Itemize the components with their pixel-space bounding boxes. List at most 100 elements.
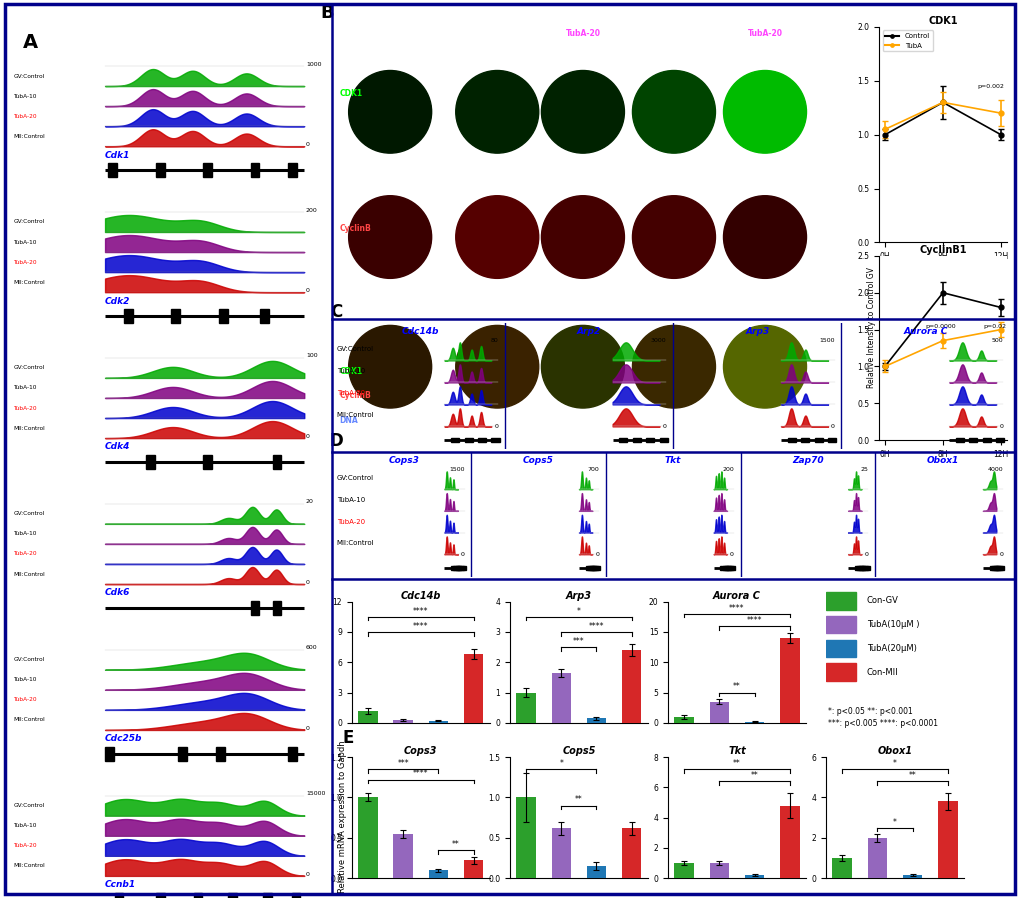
Bar <box>968 438 976 442</box>
Text: GV:Control: GV:Control <box>13 657 45 662</box>
Text: TubA-20: TubA-20 <box>13 406 37 410</box>
Bar <box>450 566 459 569</box>
Text: ****: **** <box>729 603 744 612</box>
Text: Tkt: Tkt <box>664 456 681 465</box>
Text: 0: 0 <box>662 424 665 429</box>
Text: Con-MII: Con-MII <box>657 29 690 38</box>
Text: Cdk2: Cdk2 <box>105 296 130 305</box>
Text: GV:Control: GV:Control <box>13 219 45 224</box>
Bar <box>251 163 259 177</box>
Bar <box>156 893 164 898</box>
Text: *: * <box>558 759 562 768</box>
Bar <box>156 163 164 177</box>
Bar <box>551 673 571 723</box>
Text: ****: **** <box>413 770 428 779</box>
Text: p=0.0000: p=0.0000 <box>924 324 955 329</box>
Bar <box>551 828 571 878</box>
Bar <box>825 593 855 610</box>
Text: TubA-20: TubA-20 <box>13 551 37 557</box>
Bar <box>727 566 735 569</box>
Text: 0: 0 <box>730 551 733 557</box>
Bar <box>780 806 799 878</box>
Text: Cops5: Cops5 <box>523 456 553 465</box>
Text: **: ** <box>733 682 740 691</box>
Text: Cdk4: Cdk4 <box>105 443 130 452</box>
Bar <box>358 797 377 878</box>
Bar <box>825 664 855 681</box>
Ellipse shape <box>632 71 714 154</box>
Bar <box>203 454 212 469</box>
Title: Cops3: Cops3 <box>404 746 437 756</box>
Text: TubA-20: TubA-20 <box>13 260 37 265</box>
Bar <box>455 566 464 569</box>
Text: TubA-10: TubA-10 <box>13 532 37 536</box>
Ellipse shape <box>632 196 714 278</box>
Bar <box>585 566 593 569</box>
Text: Zap70: Zap70 <box>791 456 823 465</box>
Bar <box>464 860 483 878</box>
Text: ***: *** <box>573 637 584 646</box>
Bar <box>622 650 641 723</box>
Bar <box>825 639 855 657</box>
Text: 200: 200 <box>306 207 317 213</box>
Ellipse shape <box>541 71 624 154</box>
Text: TubA-10: TubA-10 <box>13 240 37 244</box>
Text: 0: 0 <box>306 726 310 731</box>
Ellipse shape <box>348 325 431 408</box>
Bar <box>622 828 641 878</box>
Text: **: ** <box>750 771 758 780</box>
Ellipse shape <box>541 196 624 278</box>
Text: p=0.02: p=0.02 <box>982 324 1006 329</box>
Bar <box>393 833 413 878</box>
Text: ****: **** <box>413 607 428 616</box>
Bar <box>674 863 693 878</box>
Bar <box>719 566 728 569</box>
Bar <box>632 438 640 442</box>
Text: E: E <box>342 729 354 747</box>
Bar <box>203 163 212 177</box>
Text: Arp3: Arp3 <box>745 327 768 336</box>
Text: 1500: 1500 <box>818 339 834 343</box>
Bar <box>452 566 461 569</box>
Title: Arp3: Arp3 <box>566 591 591 601</box>
Text: MII:Control: MII:Control <box>13 571 45 577</box>
Text: CDK1: CDK1 <box>339 90 362 99</box>
Text: 0hr: 0hr <box>380 11 399 22</box>
Text: MII:Control: MII:Control <box>336 541 374 546</box>
Text: TubA-10: TubA-10 <box>13 677 37 682</box>
Bar <box>937 801 957 878</box>
Text: TubA-10: TubA-10 <box>336 368 365 374</box>
Text: 1000: 1000 <box>306 62 321 66</box>
Bar <box>800 438 808 442</box>
Ellipse shape <box>455 196 538 278</box>
Bar <box>586 718 605 723</box>
Text: TubA-10: TubA-10 <box>13 385 37 391</box>
Text: *: p<0.05 **: p<0.001: *: p<0.05 **: p<0.001 <box>827 707 912 716</box>
Title: Cdc14b: Cdc14b <box>400 591 440 601</box>
Text: Obox1: Obox1 <box>925 456 958 465</box>
Bar <box>590 566 598 569</box>
Text: Relative Intensity to Control GV: Relative Intensity to Control GV <box>866 268 875 388</box>
Bar <box>464 438 472 442</box>
Text: ****: **** <box>413 621 428 630</box>
Text: 0: 0 <box>494 424 497 429</box>
Bar <box>216 746 224 761</box>
Bar <box>659 438 667 442</box>
Text: GV:Control: GV:Control <box>13 511 45 516</box>
Text: 0: 0 <box>864 551 867 557</box>
Text: 0: 0 <box>830 424 834 429</box>
Bar <box>832 858 851 878</box>
Text: GV:Control: GV:Control <box>336 475 373 481</box>
Text: 0: 0 <box>999 551 1002 557</box>
Text: Cdc14b: Cdc14b <box>401 327 439 336</box>
Text: CyclinB: CyclinB <box>339 224 371 233</box>
Text: Cdk6: Cdk6 <box>105 588 130 597</box>
Text: TubA-20: TubA-20 <box>13 843 37 849</box>
Ellipse shape <box>722 325 806 408</box>
Text: B: B <box>320 4 334 22</box>
Text: 9hrs: 9hrs <box>525 11 549 22</box>
Text: CDK1: CDK1 <box>339 366 362 375</box>
Text: Con-MI: Con-MI <box>482 29 512 38</box>
Text: GV:Control: GV:Control <box>13 803 45 808</box>
Text: 0: 0 <box>461 551 464 557</box>
